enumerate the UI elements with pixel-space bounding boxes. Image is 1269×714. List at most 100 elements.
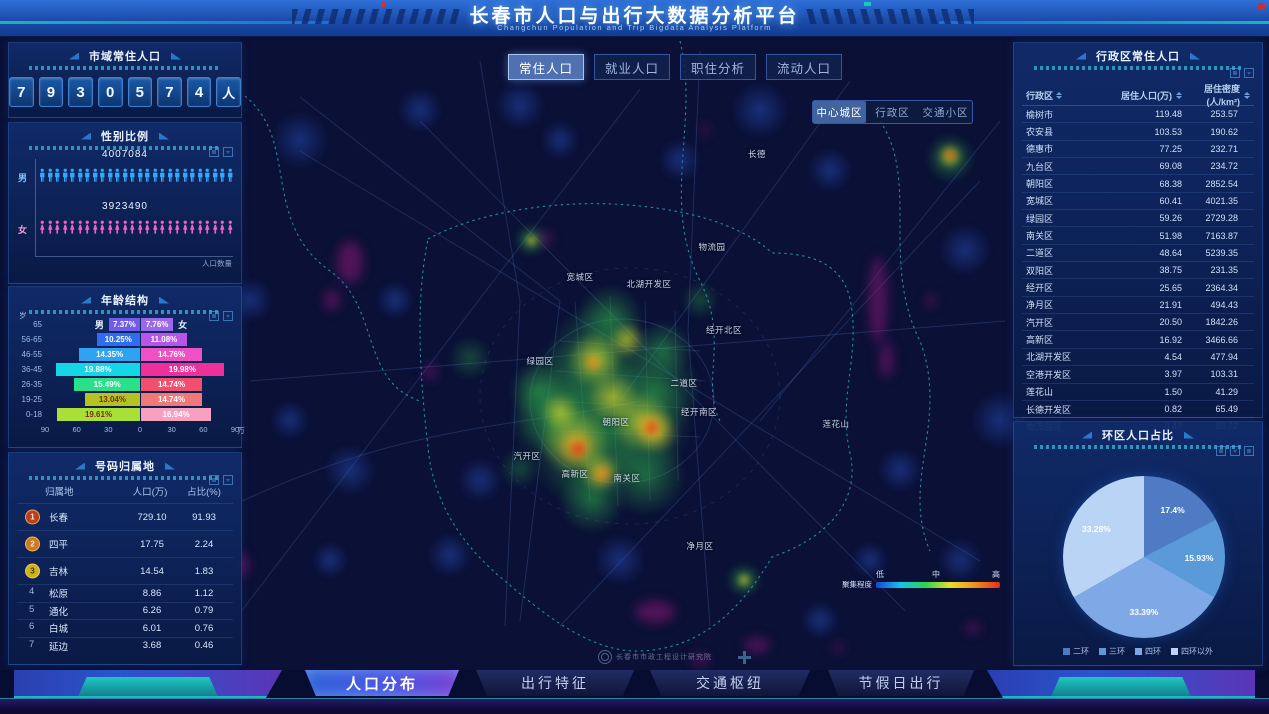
table-row[interactable]: 北湖开发区 4.54 477.94 — [1022, 349, 1254, 367]
legend-item[interactable]: 四环以外 — [1171, 646, 1213, 657]
table-row[interactable]: 长春 1 729.10 91.93 — [17, 503, 233, 530]
age-group-label: 46-55 — [21, 350, 42, 359]
export-icon[interactable] — [209, 311, 219, 321]
export-icon[interactable] — [1216, 446, 1226, 456]
age-axis-tick: 90 — [230, 425, 240, 434]
sort-icon[interactable] — [1244, 91, 1250, 99]
export-icon[interactable] — [1230, 68, 1240, 78]
bottom-nav-bar: 人口分布 出行特征 交通枢纽 节假日出行 — [0, 668, 1269, 714]
table-row[interactable]: 白城 6 6.01 0.76 — [17, 619, 233, 637]
header-deco-dot — [1258, 3, 1265, 10]
panel-title: 年龄结构 — [101, 295, 149, 307]
table-row[interactable]: 二道区 48.64 5239.35 — [1022, 245, 1254, 263]
table-row[interactable]: 经开区 25.65 2364.34 — [1022, 279, 1254, 297]
male-person-icon — [204, 167, 211, 184]
table-row[interactable]: 松原 4 8.86 1.12 — [17, 584, 233, 602]
cell-district: 朝阳区 — [1026, 179, 1054, 190]
legend-swatch — [1171, 648, 1178, 655]
table-row[interactable]: 莲花山 1.50 41.29 — [1022, 384, 1254, 401]
table-row[interactable]: 通化 5 6.26 0.79 — [17, 601, 233, 620]
table-row[interactable]: 延边 7 3.68 0.46 — [17, 636, 233, 655]
district-population-table: 行政区 居住人口(万) 居住密度(人/km²) 榆树市 119.48 253.57 农安县 1… — [1022, 82, 1254, 436]
table-row[interactable]: 九台区 69.08 234.72 — [1022, 158, 1254, 176]
download-icon[interactable] — [1230, 446, 1240, 456]
download-icon[interactable] — [223, 311, 233, 321]
table-row[interactable]: 高新区 16.92 3466.66 — [1022, 331, 1254, 349]
download-icon[interactable] — [223, 147, 233, 157]
heat-legend-mid: 中 — [932, 570, 940, 579]
export-icon[interactable] — [209, 147, 219, 157]
cell-density: 234.72 — [1210, 161, 1238, 172]
female-axis-label: 女 — [18, 225, 28, 235]
female-person-icon — [189, 219, 196, 236]
nav-tab-4[interactable]: 节假日出行 — [828, 670, 974, 696]
legend-label: 四环以外 — [1181, 647, 1213, 656]
nav-tab-2[interactable]: 出行特征 — [476, 670, 634, 696]
female-person-icon — [129, 219, 136, 236]
table-row[interactable]: 农安县 103.53 190.62 — [1022, 123, 1254, 141]
cell-district: 双阳区 — [1026, 265, 1054, 276]
panel-phone-origin: 号码归属地 归属地 人口(万) 占比(%) 长春 1 729.10 91.93 四平 2 17.7… — [8, 452, 242, 665]
table-row[interactable]: 吉林 3 14.54 1.83 — [17, 557, 233, 584]
table-row[interactable]: 朝阳区 68.38 2852.54 — [1022, 175, 1254, 193]
column-header: 占比(%) — [187, 487, 221, 498]
area-toggle-1[interactable]: 中心城区 — [813, 101, 866, 123]
download-icon[interactable] — [223, 475, 233, 485]
mode-button-2[interactable]: 就业人口 — [594, 54, 670, 80]
male-person-icon — [212, 167, 219, 184]
area-toggle-3[interactable]: 交通小区 — [922, 106, 969, 119]
mode-button-3[interactable]: 职住分析 — [680, 54, 756, 80]
legend-label: 四环 — [1145, 647, 1161, 656]
age-x-ticks: 90 60 30 0 30 60 90 万 — [41, 425, 245, 435]
export-icon[interactable] — [209, 475, 219, 485]
table-row[interactable]: 绿园区 59.26 2729.28 — [1022, 210, 1254, 228]
cell-population: 16.92 — [1159, 334, 1182, 345]
female-person-icon — [219, 219, 226, 236]
mode-button-4[interactable]: 流动人口 — [766, 54, 842, 80]
table-row[interactable]: 长德开发区 0.82 65.49 — [1022, 401, 1254, 419]
rank-badge: 1 — [25, 509, 40, 525]
sort-icon[interactable] — [1176, 91, 1182, 99]
institute-name: 长春市市政工程设计研究院 — [616, 654, 712, 661]
column-header: 人口(万) — [132, 487, 168, 498]
nav-tab-3[interactable]: 交通枢纽 — [650, 670, 810, 696]
title-deco-right-icon — [171, 52, 181, 60]
legend-item[interactable]: 二环 — [1063, 646, 1089, 657]
table-row[interactable]: 净月区 21.91 494.43 — [1022, 297, 1254, 315]
table-row[interactable]: 德惠市 77.25 232.71 — [1022, 141, 1254, 159]
male-person-icon — [39, 167, 46, 184]
nav-tab-1[interactable]: 人口分布 — [305, 670, 459, 696]
cell-population: 8.86 — [142, 587, 162, 599]
legend-item[interactable]: 三环 — [1099, 646, 1125, 657]
table-row[interactable]: 空港开发区 3.97 103.31 — [1022, 366, 1254, 384]
column-header: 居住密度(人/km²) — [1182, 82, 1254, 108]
age-group-label: 36-45 — [21, 365, 42, 374]
sort-icon[interactable] — [1056, 91, 1063, 99]
cell-population: 51.98 — [1159, 230, 1182, 241]
panel-age-structure: 年龄结构 岁 7.37% 7.76% 男女 10.25% 11.08% 14.35% 14.… — [8, 286, 245, 448]
table-row[interactable]: 榆树市 119.48 253.57 — [1022, 106, 1254, 124]
cell-district: 九台区 — [1026, 161, 1054, 172]
age-row: 7.37% 7.76% 男 女 — [45, 317, 235, 332]
table-row[interactable]: 四平 2 17.75 2.24 — [17, 530, 233, 557]
more-icon[interactable] — [1244, 446, 1254, 456]
header-deco-dot — [864, 2, 871, 6]
cell-percent: 0.79 — [194, 605, 214, 617]
download-icon[interactable] — [1244, 68, 1254, 78]
mode-button-1[interactable]: 常住人口 — [508, 54, 584, 80]
table-row[interactable]: 宽城区 60.41 4021.35 — [1022, 193, 1254, 211]
legend-item[interactable]: 四环 — [1135, 646, 1161, 657]
table-row[interactable]: 双阳区 38.75 231.35 — [1022, 262, 1254, 280]
female-person-icon — [92, 219, 99, 236]
cell-district: 宽城区 — [1026, 196, 1054, 207]
cell-district: 绿园区 — [1026, 213, 1054, 224]
map-watermark: 长春市市政工程设计研究院 — [598, 650, 751, 664]
male-bar: 10.25% — [96, 333, 140, 346]
cell-place: 四平 2 — [17, 536, 129, 552]
area-toggle-2[interactable]: 行政区 — [875, 106, 910, 119]
table-row[interactable]: 汽开区 20.50 1842.26 — [1022, 314, 1254, 332]
table-row[interactable]: 南关区 51.98 7163.87 — [1022, 227, 1254, 245]
cell-population: 0.82 — [1164, 404, 1182, 415]
female-person-icon — [204, 219, 211, 236]
cell-population: 729.10 — [137, 511, 167, 523]
